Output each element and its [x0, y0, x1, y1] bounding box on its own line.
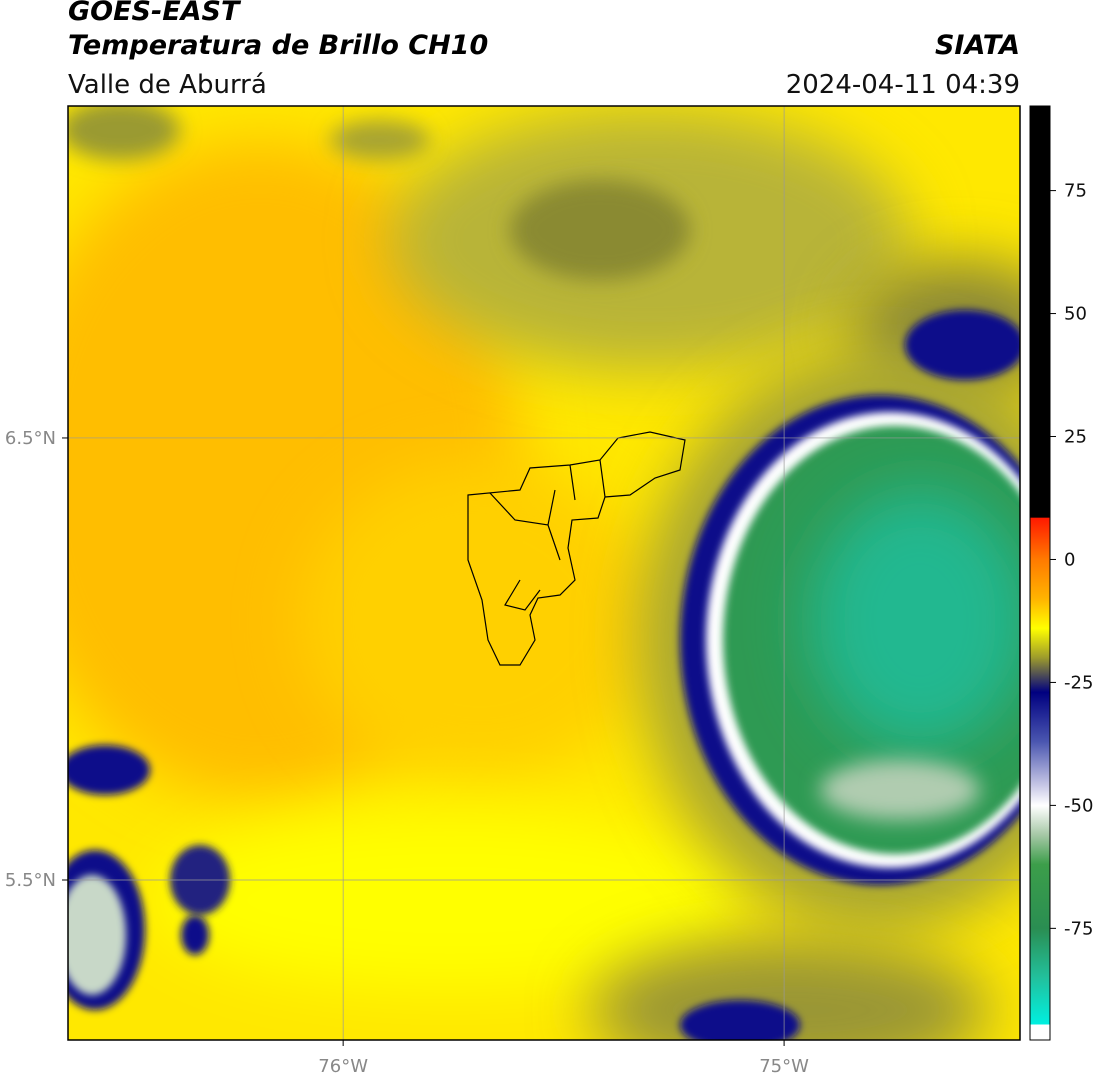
colorbar-tick-label: 75	[1064, 181, 1087, 202]
x-tick-label: 75°W	[759, 1056, 809, 1077]
datetime: 2024-04-11 04:39	[786, 70, 1020, 100]
colorbar-tick-label: -25	[1064, 672, 1093, 693]
subtitle: Temperatura de Brillo CH10	[68, 30, 488, 61]
colorbar-tick-label: 0	[1064, 549, 1075, 570]
aburra-outline	[467, 431, 686, 666]
satellite-image	[68, 106, 1020, 1040]
colorbar-tick-label: 50	[1064, 304, 1087, 325]
title: GOES-EAST	[68, 0, 242, 27]
y-tick-label: 6.5°N	[5, 428, 56, 449]
region: Valle de Aburrá	[68, 70, 267, 100]
colorbar-tick-label: 25	[1064, 427, 1087, 448]
colorbar-tick-label: -50	[1064, 795, 1093, 816]
source: SIATA	[935, 30, 1020, 61]
x-tick-label: 76°W	[318, 1056, 368, 1077]
map-frame	[67, 105, 1021, 1041]
colorbar	[1029, 105, 1051, 1041]
colorbar-tick-label: -75	[1064, 918, 1093, 939]
y-tick-label: 5.5°N	[5, 870, 56, 891]
